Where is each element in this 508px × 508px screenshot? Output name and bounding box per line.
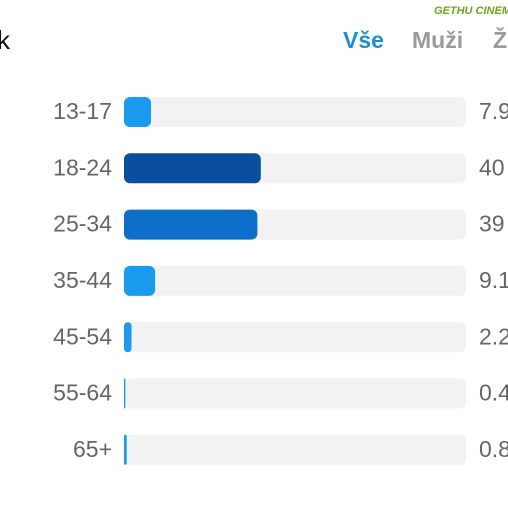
value-label: 0.8	[479, 436, 508, 462]
bar	[124, 153, 261, 184]
value-label: 9.1	[479, 267, 508, 293]
category-label: 55-64	[53, 380, 112, 406]
bar	[124, 97, 152, 127]
category-label: 25-34	[53, 211, 112, 237]
category-label: 35-44	[53, 267, 112, 293]
category-label: 13-17	[53, 98, 112, 124]
bar	[124, 378, 126, 409]
watermark-bg	[432, 2, 508, 18]
watermark: GETHU CINEMA	[434, 5, 508, 17]
section-title: k	[0, 25, 11, 55]
value-label: 40	[479, 154, 505, 180]
tab-women[interactable]: Ž	[493, 26, 507, 53]
category-label: 18-24	[53, 154, 112, 180]
bar	[124, 209, 258, 240]
bar-track	[124, 434, 466, 465]
bar	[124, 265, 156, 296]
tab-all[interactable]: Vše	[343, 27, 384, 53]
bar-track	[124, 97, 466, 127]
value-label: 2.2	[479, 323, 508, 349]
category-label: 45-54	[53, 323, 112, 349]
bar	[124, 322, 132, 353]
category-label: 65+	[73, 436, 112, 462]
bar	[124, 434, 127, 465]
tab-men[interactable]: Muži	[412, 27, 463, 53]
value-label: 39	[479, 211, 505, 237]
bar-track	[124, 265, 466, 296]
value-label: 0.4	[479, 380, 508, 406]
bar-track	[124, 322, 466, 353]
bar-track	[124, 378, 466, 409]
value-label: 7.9	[479, 98, 508, 124]
